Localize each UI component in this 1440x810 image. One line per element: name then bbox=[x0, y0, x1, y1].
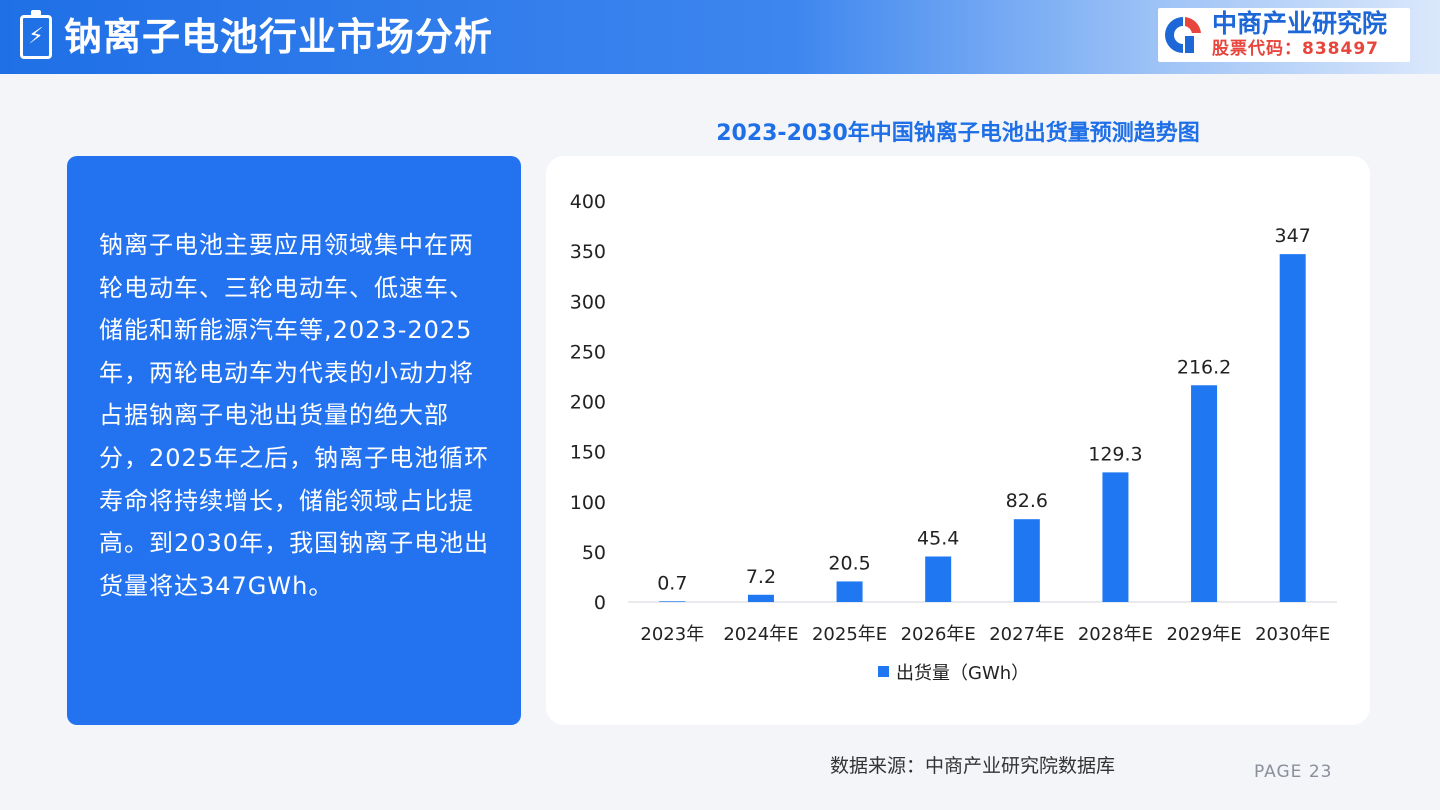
x-tick-label: 2024年E bbox=[723, 624, 798, 645]
bar bbox=[836, 581, 863, 602]
legend-label: 出货量（GWh） bbox=[896, 663, 1029, 684]
data-label: 45.4 bbox=[917, 527, 959, 549]
data-label: 0.7 bbox=[657, 572, 687, 594]
page-number: PAGE 23 bbox=[1254, 762, 1333, 782]
data-source: 数据来源：中商产业研究院数据库 bbox=[830, 755, 1116, 777]
x-tick-label: 2030年E bbox=[1255, 624, 1330, 645]
y-tick-label: 100 bbox=[570, 492, 606, 514]
data-label: 216.2 bbox=[1177, 356, 1231, 378]
x-tick-label: 2029年E bbox=[1166, 624, 1241, 645]
y-tick-label: 200 bbox=[570, 392, 606, 414]
legend-swatch bbox=[878, 666, 889, 677]
summary-card: 钠离子电池主要应用领域集中在两轮电动车、三轮电动车、低速车、储能和新能源汽车等,… bbox=[67, 156, 521, 725]
data-label: 82.6 bbox=[1006, 490, 1048, 512]
y-tick-label: 400 bbox=[570, 191, 606, 213]
company-logo: 中商产业研究院 股票代码：838497 bbox=[1158, 8, 1410, 62]
x-tick-label: 2027年E bbox=[989, 624, 1064, 645]
chart-card: 0 50 100 150 200 250 300 350 400 0.7 2023年 7.2 2024年… bbox=[546, 156, 1370, 725]
bar-chart: 0 50 100 150 200 250 300 350 400 0.7 2023年 7.2 2024年… bbox=[570, 191, 1337, 684]
bar bbox=[1279, 254, 1306, 602]
lightning-icon: ⚡ bbox=[28, 24, 44, 49]
bar bbox=[659, 601, 686, 602]
bar bbox=[1102, 472, 1129, 602]
y-tick-label: 0 bbox=[594, 592, 606, 614]
page-title: 钠离子电池行业市场分析 bbox=[64, 15, 494, 59]
x-tick-label: 2025年E bbox=[812, 624, 887, 645]
y-tick-label: 150 bbox=[570, 442, 606, 464]
bar bbox=[925, 556, 952, 602]
y-tick-label: 350 bbox=[570, 241, 606, 263]
x-tick-label: 2028年E bbox=[1078, 624, 1153, 645]
logo-stock-code: 股票代码：838497 bbox=[1212, 39, 1379, 59]
bar bbox=[747, 594, 774, 602]
data-label: 20.5 bbox=[828, 552, 870, 574]
chart-title: 2023-2030年中国钠离子电池出货量预测趋势图 bbox=[716, 121, 1200, 146]
data-label: 129.3 bbox=[1088, 443, 1142, 465]
summary-text: 钠离子电池主要应用领域集中在两轮电动车、三轮电动车、低速车、储能和新能源汽车等,… bbox=[99, 231, 490, 600]
x-tick-label: 2026年E bbox=[901, 624, 976, 645]
y-tick-label: 300 bbox=[570, 291, 606, 313]
y-tick-label: 50 bbox=[582, 542, 606, 564]
x-tick-label: 2023年 bbox=[640, 624, 704, 645]
data-label: 7.2 bbox=[746, 566, 776, 588]
bar bbox=[1191, 385, 1218, 602]
data-label: 347 bbox=[1275, 225, 1311, 247]
logo-mark-icon bbox=[1165, 17, 1201, 53]
battery-icon: ⚡ bbox=[20, 10, 52, 59]
bar bbox=[1013, 519, 1040, 602]
header-bar: ⚡ 钠离子电池行业市场分析 中商产业研究院 股票代码：838497 bbox=[0, 0, 1440, 74]
logo-name: 中商产业研究院 bbox=[1212, 9, 1388, 38]
y-tick-label: 250 bbox=[570, 341, 606, 363]
